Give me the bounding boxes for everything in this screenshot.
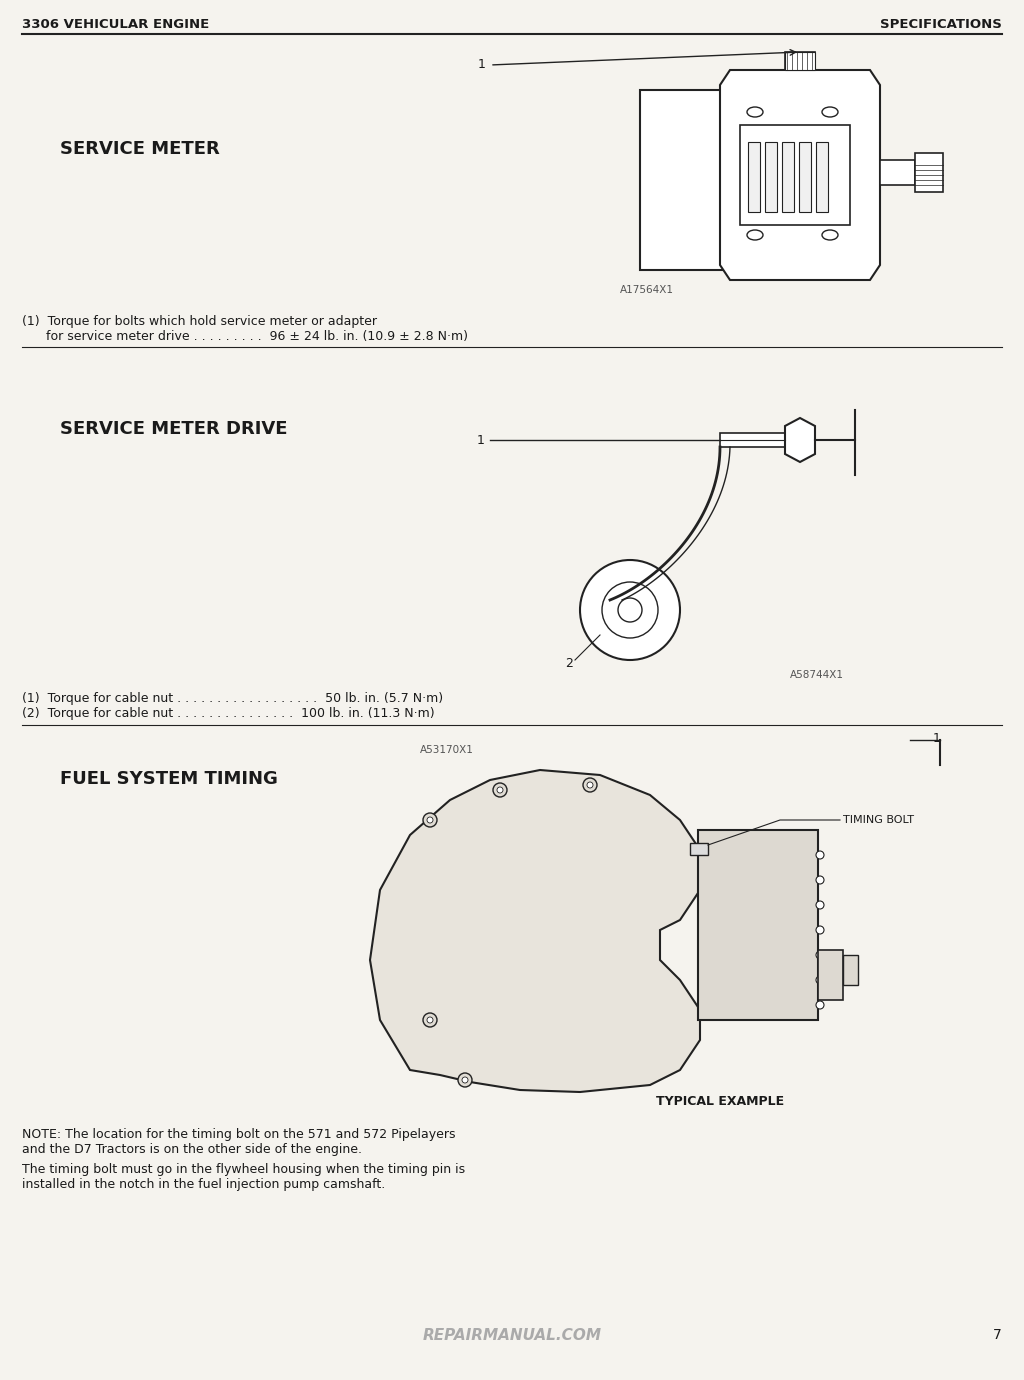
Text: (1)  Torque for cable nut . . . . . . . . . . . . . . . . . .  50 lb. in. (5.7 N: (1) Torque for cable nut . . . . . . . .… [22, 691, 443, 705]
Polygon shape [785, 418, 815, 462]
Text: The timing bolt must go in the flywheel housing when the timing pin is: The timing bolt must go in the flywheel … [22, 1163, 465, 1176]
Circle shape [816, 851, 824, 858]
Text: (2)  Torque for cable nut . . . . . . . . . . . . . . .  100 lb. in. (11.3 N·m): (2) Torque for cable nut . . . . . . . .… [22, 707, 434, 720]
Circle shape [816, 901, 824, 909]
Bar [720, 433, 785, 447]
Bar [748, 142, 760, 213]
Text: SERVICE METER DRIVE: SERVICE METER DRIVE [60, 420, 288, 437]
Circle shape [458, 1074, 472, 1087]
Text: and the D7 Tractors is on the other side of the engine.: and the D7 Tractors is on the other side… [22, 1143, 362, 1156]
Text: A17564X1: A17564X1 [620, 286, 674, 295]
Circle shape [602, 582, 658, 638]
Circle shape [816, 951, 824, 959]
Circle shape [618, 598, 642, 622]
Bar [915, 153, 943, 192]
Ellipse shape [746, 108, 763, 117]
Circle shape [583, 778, 597, 792]
Text: for service meter drive . . . . . . . . .  96 ± 24 lb. in. (10.9 ± 2.8 N·m): for service meter drive . . . . . . . . … [22, 330, 468, 344]
Ellipse shape [822, 230, 838, 240]
Text: 3306 VEHICULAR ENGINE: 3306 VEHICULAR ENGINE [22, 18, 209, 30]
Circle shape [497, 787, 503, 793]
Circle shape [423, 813, 437, 827]
Bar [698, 829, 818, 1020]
Circle shape [427, 817, 433, 822]
Circle shape [816, 926, 824, 934]
Text: 1: 1 [478, 58, 485, 70]
Text: REPAIRMANUAL.COM: REPAIRMANUAL.COM [423, 1328, 601, 1343]
Bar [782, 142, 794, 213]
Text: (1)  Torque for bolts which hold service meter or adapter: (1) Torque for bolts which hold service … [22, 315, 377, 328]
Circle shape [587, 782, 593, 788]
Bar [785, 52, 815, 70]
Text: TIMING BOLT: TIMING BOLT [843, 816, 914, 825]
Bar [880, 160, 915, 185]
Bar [740, 126, 850, 225]
Text: 1: 1 [477, 433, 485, 447]
Circle shape [816, 876, 824, 885]
Text: 2: 2 [565, 657, 572, 671]
Circle shape [427, 1017, 433, 1023]
Circle shape [816, 1000, 824, 1009]
Text: 7: 7 [993, 1328, 1002, 1341]
Text: NOTE: The location for the timing bolt on the 571 and 572 Pipelayers: NOTE: The location for the timing bolt o… [22, 1127, 456, 1141]
Text: SPECIFICATIONS: SPECIFICATIONS [880, 18, 1002, 30]
Ellipse shape [822, 108, 838, 117]
Text: installed in the notch in the fuel injection pump camshaft.: installed in the notch in the fuel injec… [22, 1179, 385, 1191]
Text: SERVICE METER: SERVICE METER [60, 139, 220, 157]
Text: TYPICAL EXAMPLE: TYPICAL EXAMPLE [656, 1094, 784, 1108]
Bar [690, 843, 708, 856]
Circle shape [423, 1013, 437, 1027]
Polygon shape [720, 70, 880, 280]
Text: A58744X1: A58744X1 [790, 671, 844, 680]
Circle shape [816, 976, 824, 984]
Text: FUEL SYSTEM TIMING: FUEL SYSTEM TIMING [60, 770, 278, 788]
Circle shape [493, 782, 507, 798]
Ellipse shape [746, 230, 763, 240]
Bar [843, 955, 858, 985]
Bar [818, 949, 843, 1000]
Circle shape [580, 560, 680, 660]
Bar [765, 142, 777, 213]
Bar [785, 52, 815, 70]
Bar [640, 90, 730, 270]
Text: 1: 1 [933, 731, 941, 745]
Polygon shape [370, 770, 700, 1092]
Bar [799, 142, 811, 213]
Bar [816, 142, 828, 213]
Circle shape [462, 1076, 468, 1083]
Text: A53170X1: A53170X1 [420, 745, 474, 755]
